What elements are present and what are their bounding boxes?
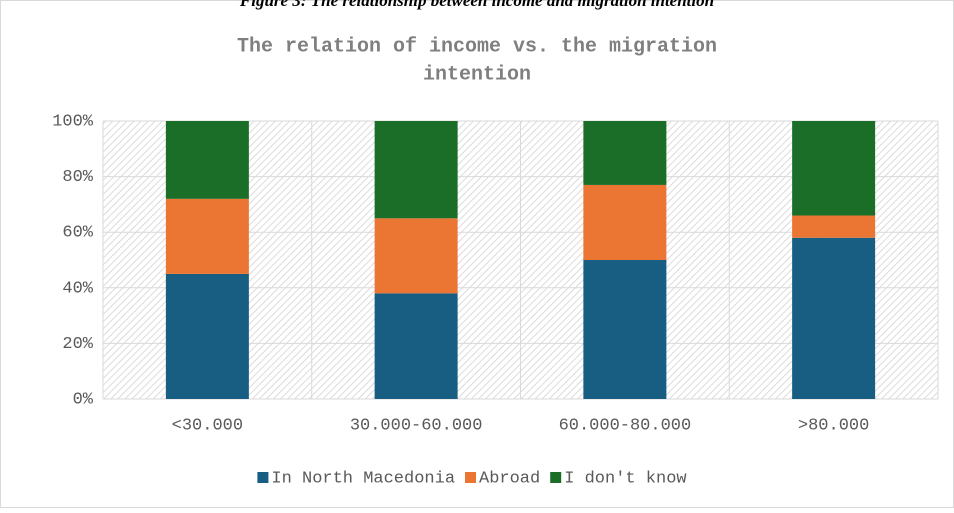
figure-caption: Figure 3: The relationship between incom…	[239, 0, 714, 10]
legend-swatch	[257, 472, 269, 483]
x-tick-label: >80.000	[798, 416, 869, 435]
x-tick-label: <30.000	[172, 416, 243, 435]
bar-segment	[165, 273, 249, 399]
legend-label: In North Macedonia	[271, 469, 455, 488]
y-tick-label: 80%	[62, 168, 93, 187]
bar-segment	[374, 293, 458, 399]
bar-segment	[792, 237, 876, 399]
y-tick-label: 0%	[73, 390, 94, 409]
bar-segment	[583, 260, 667, 399]
bar-segment	[583, 184, 667, 260]
x-tick-label: 60.000-80.000	[559, 416, 692, 435]
legend-swatch	[465, 472, 476, 483]
x-tick-label: 30.000-60.000	[350, 416, 483, 435]
bar-segment	[374, 218, 458, 294]
bar-segment	[792, 215, 876, 238]
bar-segment	[165, 121, 249, 199]
y-tick-label: 40%	[62, 279, 93, 298]
bar-segment	[374, 121, 458, 219]
y-tick-label: 60%	[62, 224, 93, 243]
legend-label: I don't know	[564, 469, 687, 488]
y-tick-label: 20%	[62, 335, 93, 354]
legend-swatch	[550, 472, 562, 483]
y-tick-label: 100%	[52, 112, 94, 131]
bar-segment	[792, 121, 876, 216]
chart-title: The relation of income vs. the migration	[237, 35, 717, 58]
legend-label: Abroad	[479, 469, 540, 488]
bar-segment	[583, 121, 667, 185]
bar-segment	[165, 198, 249, 274]
chart-title: intention	[423, 63, 531, 86]
